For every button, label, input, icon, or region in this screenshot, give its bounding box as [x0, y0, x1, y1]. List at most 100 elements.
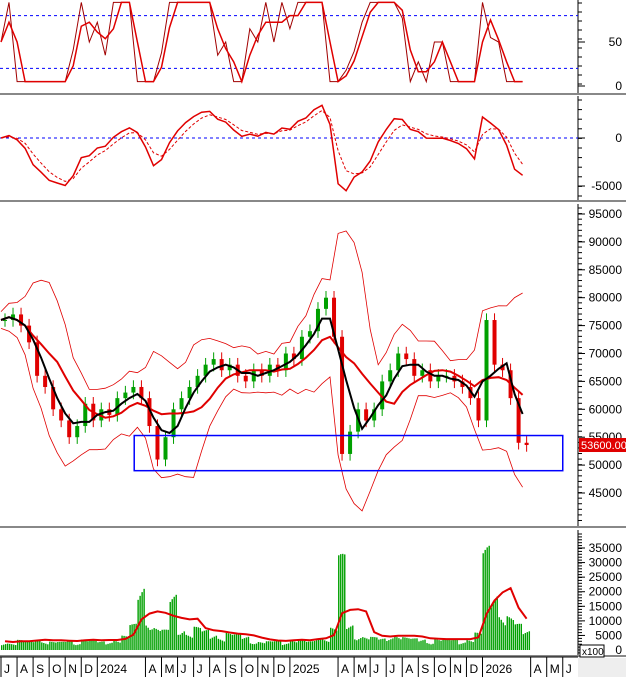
volume-bar: [480, 633, 482, 650]
volume-bar: [113, 640, 115, 650]
volume-bar: [410, 638, 412, 650]
volume-bar: [213, 636, 216, 650]
volume-bar: [456, 638, 458, 650]
volume-bar: [223, 641, 226, 650]
volume-bar: [195, 626, 197, 650]
candle-body: [147, 398, 152, 427]
volume-bar: [277, 640, 280, 650]
volume-bar: [21, 640, 23, 650]
x-tick-label: M: [165, 662, 175, 676]
volume-bar: [291, 640, 294, 650]
volume-bar: [25, 641, 27, 650]
x-tick-label: J: [373, 662, 379, 676]
volume-bar: [209, 638, 212, 650]
volume-bar: [141, 592, 143, 650]
volume-bar: [221, 640, 224, 650]
volume-bar: [51, 641, 53, 650]
candle-body: [315, 308, 320, 332]
volume-bar: [514, 624, 516, 650]
volume-bar: [35, 641, 37, 650]
volume-bar: [271, 641, 274, 650]
volume-bar: [313, 640, 316, 650]
volume-bar: [229, 634, 232, 650]
x-tick-label: A: [405, 662, 413, 676]
candle-body: [163, 437, 168, 460]
volume-bar: [303, 640, 306, 650]
volume-bar: [458, 644, 460, 650]
volume-bar: [31, 641, 33, 650]
volume-bar: [47, 644, 49, 650]
candle-body: [59, 409, 64, 421]
volume-bar: [17, 639, 19, 650]
volume-bar: [227, 633, 230, 650]
candle-body: [211, 359, 216, 365]
candle-body: [155, 426, 160, 460]
y-tick-label: 90000: [589, 235, 623, 249]
volume-bar: [119, 642, 121, 650]
volume-bar: [215, 635, 218, 650]
volume-bar: [512, 620, 514, 650]
volume-bar: [342, 553, 344, 650]
y-tick-label: 5000: [595, 628, 622, 642]
volume-bar: [85, 640, 87, 650]
candle-body: [43, 375, 48, 387]
x-tick-label: N: [261, 662, 270, 676]
volume-bar: [498, 617, 500, 650]
volume-bar: [273, 641, 276, 650]
volume-bar: [522, 634, 525, 650]
volume-bar: [380, 639, 382, 650]
candle-body: [364, 409, 369, 421]
candle-body: [259, 370, 264, 376]
lower-band: [0, 328, 523, 512]
volume-bar: [311, 641, 314, 650]
x-tick-label: J: [4, 662, 10, 676]
volume-bar: [392, 638, 394, 650]
last-price-label: 53600.00: [581, 440, 626, 452]
volume-bar: [171, 599, 173, 650]
x-tick-label: O: [245, 662, 254, 676]
volume-bar: [45, 643, 47, 650]
x-tick-label: 2025: [293, 662, 320, 676]
volume-bar: [358, 639, 360, 650]
volume-bar: [101, 641, 103, 650]
volume-bar: [233, 634, 236, 650]
candle-body: [203, 364, 208, 376]
volume-bar: [1, 645, 3, 650]
volume-bar: [9, 643, 11, 650]
x-tick-label: M: [550, 662, 560, 676]
volume-bar: [143, 588, 145, 650]
volume-bar: [328, 641, 330, 650]
x-tick-label: J: [389, 662, 395, 676]
volume-bar: [283, 644, 286, 650]
volume-bar: [452, 639, 454, 650]
y-tick-label: 85000: [589, 263, 623, 277]
volume-moving-average: [4, 586, 528, 644]
volume-unit-label: x100: [582, 647, 604, 658]
volume-bar: [382, 638, 384, 650]
volume-bar: [378, 639, 380, 650]
volume-bar: [127, 636, 129, 650]
candle-body: [83, 403, 88, 427]
volume-bar: [376, 637, 378, 650]
x-tick-label: J: [197, 662, 203, 676]
candle-body: [324, 297, 328, 309]
oscillator-line: [0, 1, 523, 84]
y-tick-label: 95000: [589, 207, 623, 221]
volume-bar: [368, 639, 370, 650]
volume-bar: [201, 631, 204, 650]
volume-bar: [500, 619, 502, 650]
volume-bar: [93, 639, 95, 650]
y-tick-label: 10000: [589, 614, 623, 628]
volume-bar: [390, 639, 392, 650]
candle-body: [516, 398, 521, 443]
volume-bar: [245, 637, 248, 650]
candle-body: [460, 381, 465, 387]
volume-bar: [125, 636, 127, 650]
volume-bar: [133, 623, 135, 650]
volume-bar: [65, 641, 67, 650]
volume-bar: [155, 628, 157, 650]
volume-bar: [354, 639, 356, 650]
volume-bar: [261, 642, 264, 650]
volume-bar: [295, 642, 298, 650]
volume-bar: [326, 641, 328, 650]
